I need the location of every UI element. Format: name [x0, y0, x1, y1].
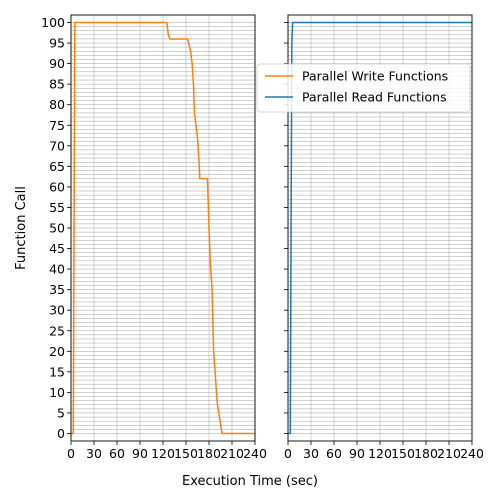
x-tick-label: 240	[243, 446, 267, 461]
y-tick-label: 20	[49, 344, 65, 359]
x-tick-label: 30	[303, 446, 319, 461]
x-tick-label: 180	[414, 446, 438, 461]
y-tick-label: 40	[49, 262, 65, 277]
x-tick-label: 60	[326, 446, 342, 461]
y-tick-label: 80	[49, 97, 65, 112]
x-tick-label: 240	[460, 446, 484, 461]
x-tick-label: 0	[67, 446, 75, 461]
x-tick-label: 120	[151, 446, 175, 461]
x-tick-label: 210	[437, 446, 461, 461]
y-axis-label: Function Call	[14, 186, 29, 270]
x-axis-label: Execution Time (sec)	[182, 474, 318, 489]
y-tick-label: 60	[49, 179, 65, 194]
x-tick-label: 90	[132, 446, 148, 461]
y-tick-label: 70	[49, 138, 65, 153]
y-tick-label: 85	[49, 77, 65, 92]
x-tick-label: 60	[109, 446, 125, 461]
y-tick-label: 100	[41, 15, 65, 30]
y-tick-label: 55	[49, 200, 65, 215]
x-tick-label: 120	[368, 446, 392, 461]
x-tick-label: 210	[220, 446, 244, 461]
y-tick-label: 15	[49, 364, 65, 379]
y-tick-label: 45	[49, 241, 65, 256]
y-tick-label: 50	[49, 221, 65, 236]
y-tick-label: 75	[49, 118, 65, 133]
y-tick-label: 90	[49, 56, 65, 71]
y-tick-label: 25	[49, 323, 65, 338]
x-tick-label: 150	[174, 446, 198, 461]
y-tick-label: 0	[57, 426, 65, 441]
y-tick-label: 95	[49, 36, 65, 51]
x-tick-label: 90	[349, 446, 365, 461]
y-tick-label: 10	[49, 385, 65, 400]
x-tick-label: 150	[391, 446, 415, 461]
left-subplot: 0 30 60 90 120 150 180 210 240051015202530354045…	[41, 15, 267, 461]
x-tick-label: 30	[86, 446, 102, 461]
x-tick-label: 0	[284, 446, 292, 461]
x-tick-label: 180	[197, 446, 221, 461]
y-tick-label: 30	[49, 303, 65, 318]
y-tick-label: 65	[49, 159, 65, 174]
legend-entry: Parallel Write Functions	[302, 69, 448, 84]
y-tick-label: 5	[57, 405, 65, 420]
y-tick-label: 35	[49, 282, 65, 297]
legend-entry: Parallel Read Functions	[302, 90, 447, 105]
legend: Parallel Write Functions Parallel Read Fu…	[257, 64, 470, 112]
